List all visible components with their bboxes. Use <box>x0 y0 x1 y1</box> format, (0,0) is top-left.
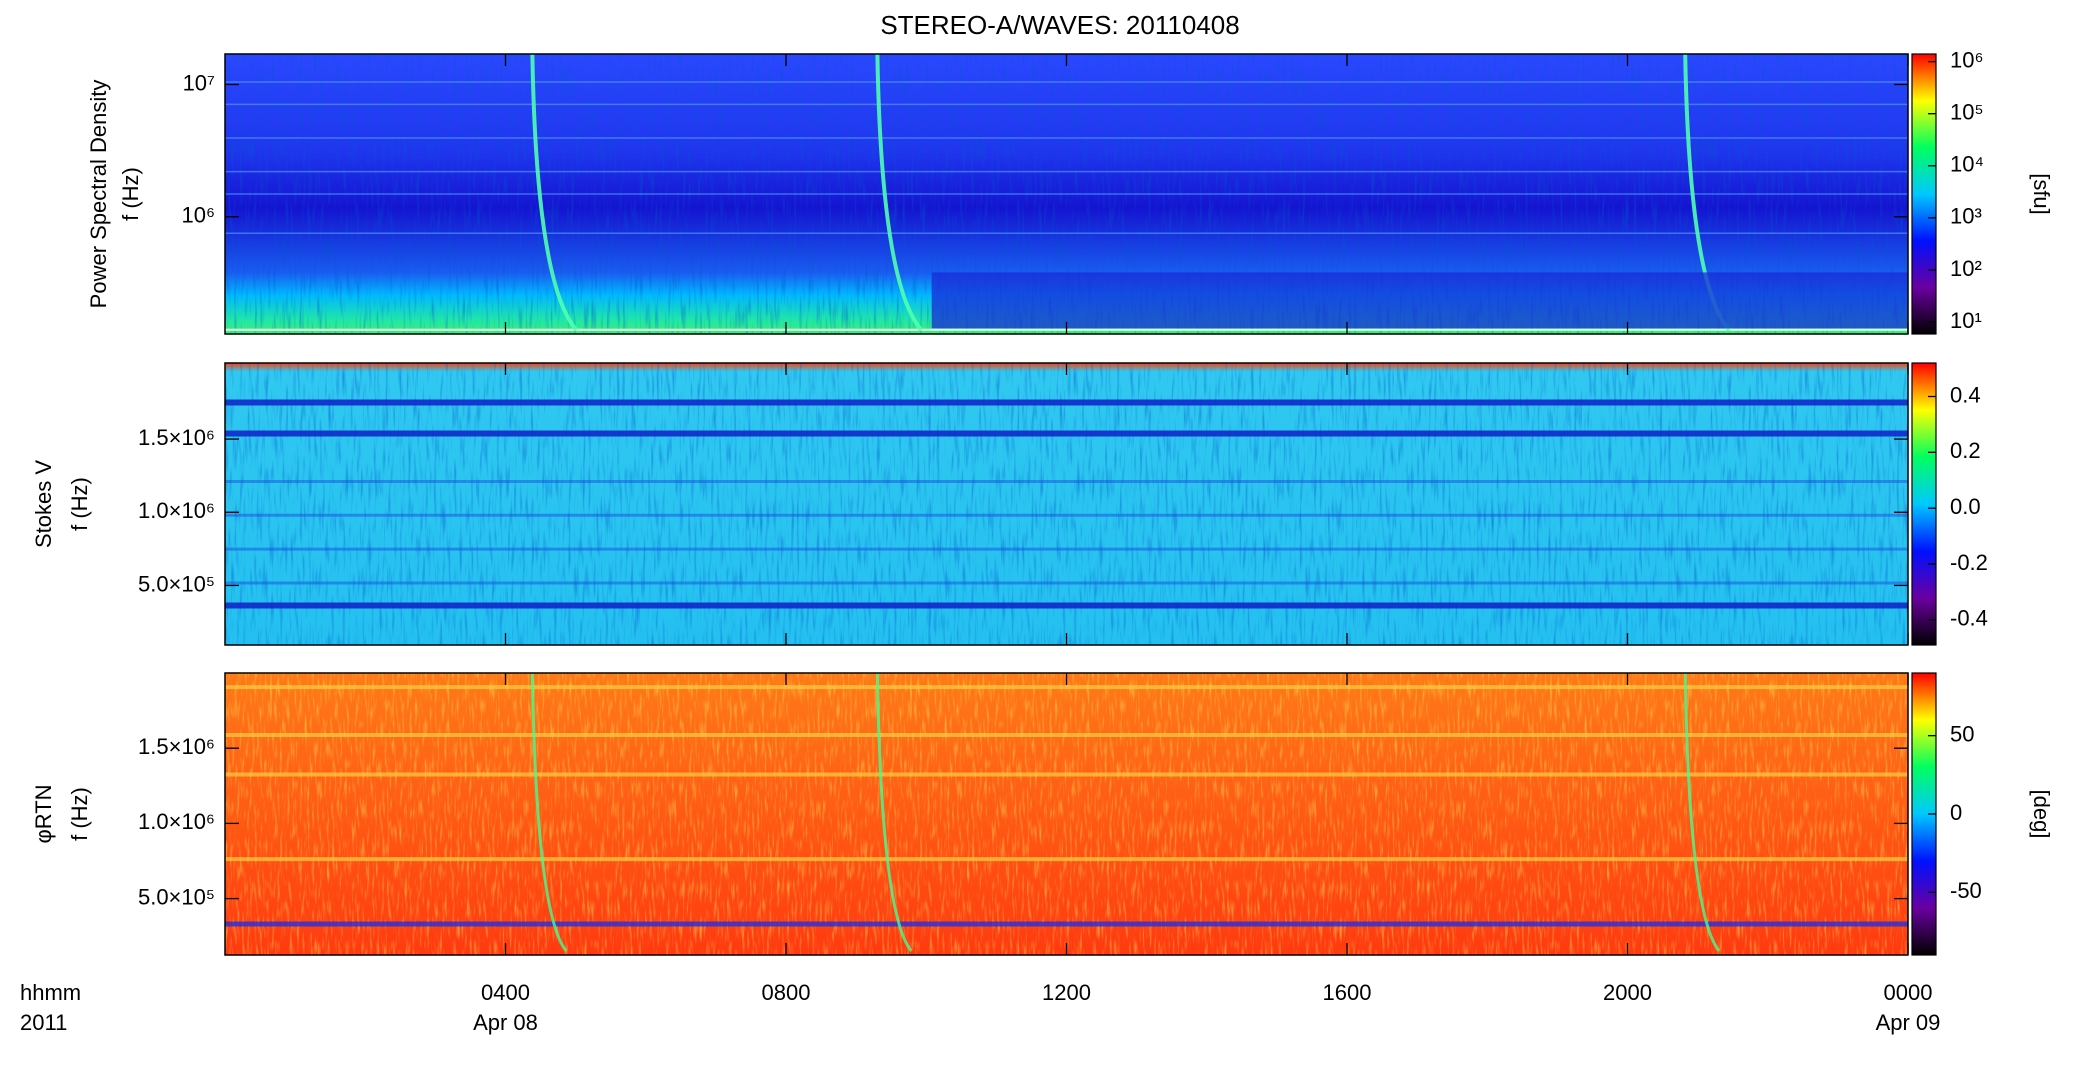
spectrogram-image <box>225 53 1908 334</box>
x-tick-label: 0800 <box>762 980 811 1005</box>
burst <box>1683 672 1721 952</box>
spectrogram-texture <box>225 673 1908 955</box>
colorbar-label: [deg] <box>2029 790 2054 839</box>
y-tick-label: 10⁶ <box>181 203 215 228</box>
colorbar-tick-label: 0 <box>1950 800 1962 825</box>
colorbar <box>1911 53 1937 335</box>
y-tick-label: 5.0×10⁵ <box>138 884 215 909</box>
colorbar-tick-label: 10¹ <box>1950 308 1982 333</box>
burst <box>530 53 578 332</box>
colorbar-tick-label: 50 <box>1950 721 1974 746</box>
y-tick-label: 1.0×10⁶ <box>138 809 215 834</box>
y-axis-label: Stokes V <box>31 460 56 548</box>
x-tick-label: 0400 <box>481 980 530 1005</box>
colorbar-tick-label: 0.0 <box>1950 494 1981 519</box>
y-axis-label: f (Hz) <box>67 787 92 841</box>
date-label: Apr 09 <box>1876 1010 1941 1035</box>
x-tick-label: 0000 <box>1884 980 1933 1005</box>
burst <box>875 53 923 332</box>
y-axis-label: f (Hz) <box>67 477 92 531</box>
colorbar-tick-label: 10⁶ <box>1950 47 1984 72</box>
x-axis-label: 2011 <box>20 1010 67 1035</box>
colorbar-tick-label: 10² <box>1950 256 1982 281</box>
colorbar-label: [sfu] <box>2029 173 2054 215</box>
y-tick-label: 1.0×10⁶ <box>138 498 215 523</box>
x-axis-label: hhmm <box>20 980 81 1005</box>
y-axis-label: Power Spectral Density <box>86 80 111 309</box>
x-tick-label: 2000 <box>1603 980 1652 1005</box>
colorbar-tick-label: 10⁵ <box>1950 100 1984 125</box>
colorbar-tick-label: 10⁴ <box>1950 152 1984 177</box>
burst <box>875 672 913 952</box>
y-tick-label: 1.5×10⁶ <box>138 734 215 759</box>
chart-title: STEREO-A/WAVES: 20110408 <box>880 10 1239 40</box>
colorbar-tick-label: -50 <box>1950 878 1982 903</box>
colorbar-tick-label: 10³ <box>1950 204 1982 229</box>
colorbar-tick-label: 0.4 <box>1950 382 1981 407</box>
y-axis-label: φRTN <box>31 784 56 843</box>
colorbar-tick-label: -0.4 <box>1950 606 1988 631</box>
x-tick-label: 1200 <box>1042 980 1091 1005</box>
y-tick-label: 1.5×10⁶ <box>138 425 215 450</box>
x-tick-label: 1600 <box>1323 980 1372 1005</box>
colorbar <box>1911 362 1937 646</box>
y-tick-label: 5.0×10⁵ <box>138 571 215 596</box>
y-tick-label: 10⁷ <box>183 70 215 95</box>
colorbar-tick-label: 0.2 <box>1950 438 1981 463</box>
burst <box>530 672 568 952</box>
spectrogram-image <box>225 363 1908 645</box>
spectrogram-texture <box>225 363 1908 645</box>
spectrogram-image <box>225 672 1908 955</box>
quiet-region <box>931 272 1908 329</box>
colorbar-tick-label: -0.2 <box>1950 550 1988 575</box>
y-axis-label: f (Hz) <box>118 167 143 221</box>
date-label: Apr 08 <box>473 1010 538 1035</box>
